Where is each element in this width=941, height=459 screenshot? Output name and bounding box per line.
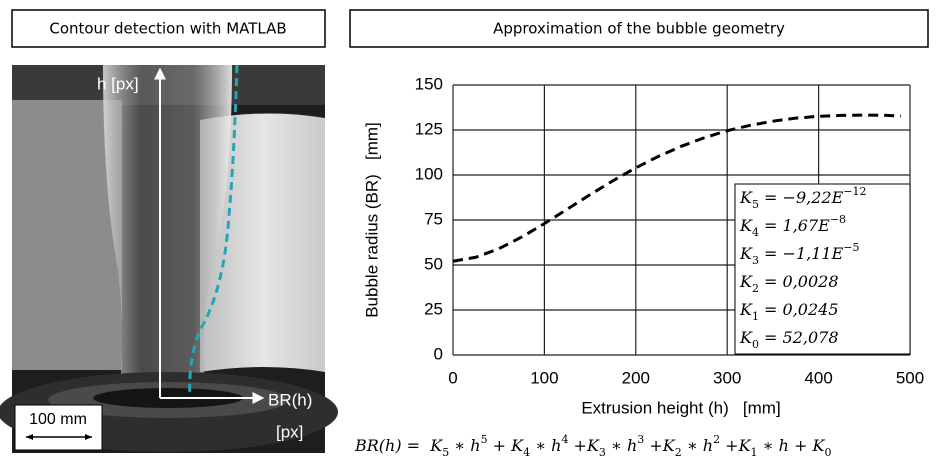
coefficient: K0 = 52,078 bbox=[739, 328, 839, 351]
math-part: 0 bbox=[824, 446, 831, 459]
math-part: −8 bbox=[830, 213, 846, 226]
math-part: −12 bbox=[843, 185, 866, 198]
coefficient: K2 = 0,0028 bbox=[739, 272, 839, 295]
coefficient: K3 = −1,11E−5 bbox=[739, 241, 859, 267]
math-part: = 52,078 bbox=[759, 328, 839, 347]
math-part: K bbox=[739, 300, 753, 319]
math-part: 5 bbox=[442, 446, 449, 459]
math-part: 4 bbox=[752, 226, 759, 239]
math-part: 5 bbox=[752, 198, 759, 211]
math-part: +K bbox=[720, 436, 751, 455]
x-axis-title: Extrusion height (h) [mm] bbox=[581, 398, 780, 417]
scale-bar-label: 100 mm bbox=[29, 411, 87, 428]
math-part: 3 bbox=[599, 446, 606, 459]
math-part: 2 bbox=[713, 433, 720, 446]
math-part: K bbox=[739, 328, 753, 347]
title-box bbox=[11, 9, 326, 48]
math-part: 1 bbox=[752, 310, 759, 323]
math-part: K bbox=[739, 216, 753, 235]
y-axis-title: Bubble radius (BR) [mm] bbox=[362, 122, 381, 318]
y-axis-label: h [px] bbox=[97, 74, 139, 93]
y-tick-label: 50 bbox=[424, 254, 443, 273]
math-part: ∗ h bbox=[530, 436, 561, 455]
math-part: +K bbox=[644, 436, 675, 455]
x-tick-label: 400 bbox=[804, 368, 832, 387]
math-part: ∗ h bbox=[606, 436, 637, 455]
math-part: 2 bbox=[752, 282, 759, 295]
coefficient: K4 = 1,67E−8 bbox=[739, 213, 846, 239]
math-part: 0 bbox=[752, 338, 759, 351]
y-tick-label: 150 bbox=[415, 74, 443, 93]
math-part: K bbox=[739, 272, 753, 291]
math-part: = −9,22E bbox=[759, 188, 844, 207]
math-part: = 1,67E bbox=[759, 216, 830, 235]
x-axis-label: BR(h) bbox=[268, 390, 312, 409]
math-part: ∗ h bbox=[449, 436, 480, 455]
math-part: ∗ h bbox=[682, 436, 713, 455]
math-part: 2 bbox=[675, 446, 682, 459]
formula: BR(h) = K5 ∗ h5 + K4 ∗ h4 +K3 ∗ h3 +K2 ∗… bbox=[354, 433, 831, 459]
math-part: 4 bbox=[523, 446, 530, 459]
data-line bbox=[452, 113, 901, 263]
y-tick-label: 100 bbox=[415, 164, 443, 183]
math-part: ∗ h + K bbox=[758, 436, 826, 455]
x-tick-label: 100 bbox=[530, 368, 558, 387]
x-tick-label: 200 bbox=[622, 368, 650, 387]
math-part: BR(h) = K bbox=[354, 436, 443, 455]
math-part: + K bbox=[488, 436, 525, 455]
math-part: K bbox=[739, 188, 753, 207]
x-tick-label: 300 bbox=[713, 368, 741, 387]
math-part: −5 bbox=[843, 241, 859, 254]
y-tick-label: 25 bbox=[424, 299, 443, 318]
math-part: 3 bbox=[637, 433, 644, 446]
y-tick-label: 0 bbox=[434, 344, 443, 363]
math-part: 4 bbox=[561, 433, 568, 446]
coefficient: K1 = 0,0245 bbox=[739, 300, 839, 323]
coefficient: K5 = −9,22E−12 bbox=[739, 185, 866, 211]
y-tick-label: 125 bbox=[415, 119, 443, 138]
x-tick-label: 500 bbox=[896, 368, 924, 387]
math-part: 1 bbox=[751, 446, 758, 459]
math-part: = 0,0028 bbox=[759, 272, 839, 291]
x-tick-label: 0 bbox=[448, 368, 457, 387]
title-box bbox=[349, 9, 929, 48]
chart-title: Approximation of the bubble geometry bbox=[493, 20, 785, 38]
y-tick-label: 75 bbox=[424, 209, 443, 228]
x-axis-unit: [px] bbox=[276, 422, 303, 441]
math-part: = 0,0245 bbox=[759, 300, 839, 319]
math-part: K bbox=[739, 244, 753, 263]
math-part: = −1,11E bbox=[759, 244, 844, 263]
panel-title: Contour detection with MATLAB bbox=[49, 20, 286, 38]
math-part: 5 bbox=[481, 433, 488, 446]
math-part: 3 bbox=[752, 254, 759, 267]
math-part: +K bbox=[568, 436, 599, 455]
photo bbox=[0, 64, 338, 453]
